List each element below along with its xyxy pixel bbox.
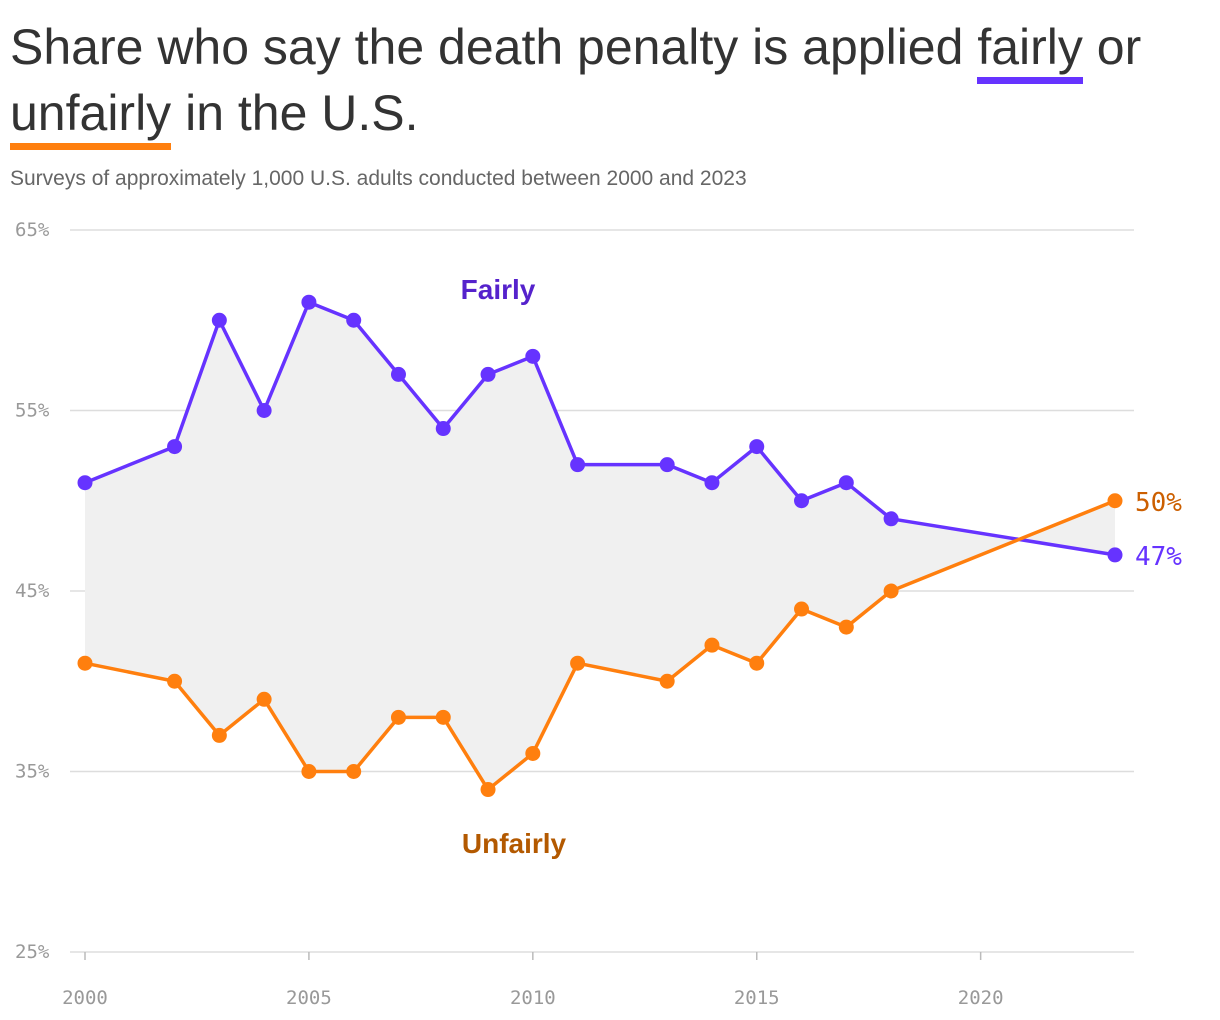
fairly-point-2013 xyxy=(659,457,675,473)
fairly-point-2005 xyxy=(301,294,317,310)
fairly-point-2002 xyxy=(167,439,183,455)
fairly-point-2003 xyxy=(211,312,227,328)
unfairly-point-2014 xyxy=(704,637,720,653)
title-part-after: in the U.S. xyxy=(171,85,419,141)
x-tick-label-2020: 2020 xyxy=(958,987,1004,1009)
unfairly-point-2018 xyxy=(883,583,899,599)
unfairly-series-line xyxy=(84,499,1116,792)
fairly-point-2016 xyxy=(794,493,810,509)
fairly-point-2017 xyxy=(838,475,854,491)
unfairly-point-2007 xyxy=(390,709,406,725)
unfairly-point-2010 xyxy=(525,745,541,761)
unfairly-point-2006 xyxy=(346,764,362,779)
fairly-point-2000 xyxy=(77,475,93,491)
fairly-series-line xyxy=(84,300,1116,557)
title-part-before: Share who say the death penalty is appli… xyxy=(10,19,978,75)
unfairly-point-2002 xyxy=(167,673,183,689)
unfairly-point-2000 xyxy=(77,655,93,671)
unfairly-point-2008 xyxy=(435,709,451,725)
title-highlight-fairly: fairly xyxy=(977,19,1083,84)
fairly-point-2023 xyxy=(1107,547,1123,563)
chart-subtitle: Surveys of approximately 1,000 U.S. adul… xyxy=(10,167,747,190)
fairly-point-2011 xyxy=(570,457,586,473)
unfairly-series-label: Unfairly xyxy=(462,828,567,859)
unfairly-point-2004 xyxy=(256,691,272,707)
gap-area xyxy=(85,302,1115,790)
x-tick-label-2010: 2010 xyxy=(510,987,556,1009)
y-tick-label-45: 45% xyxy=(15,580,50,602)
title-part-middle: or xyxy=(1082,19,1142,75)
unfairly-point-2005 xyxy=(301,764,317,779)
unfairly-point-2013 xyxy=(659,673,675,689)
fairly-point-2015 xyxy=(749,439,765,455)
y-tick-label-25: 25% xyxy=(15,941,50,963)
fairly-series-label: Fairly xyxy=(461,274,536,305)
fairly-point-2006 xyxy=(346,312,362,328)
fairly-point-2009 xyxy=(480,366,496,382)
y-tick-label-65: 65% xyxy=(15,219,50,241)
title-highlight-unfairly: unfairly xyxy=(10,85,172,150)
fairly-point-2010 xyxy=(525,348,541,364)
x-tick-label-2000: 2000 xyxy=(62,987,108,1009)
fairly-point-2014 xyxy=(704,475,720,491)
y-tick-label-55: 55% xyxy=(15,400,50,422)
unfairly-point-2003 xyxy=(211,727,227,743)
unfairly-point-2023 xyxy=(1107,493,1123,509)
fairly-end-label: 47% xyxy=(1135,542,1182,572)
unfairly-point-2017 xyxy=(838,619,854,635)
fairly-point-2007 xyxy=(390,366,406,382)
fairly-point-2004 xyxy=(256,403,272,418)
x-tick-label-2005: 2005 xyxy=(286,987,332,1009)
unfairly-end-label: 50% xyxy=(1135,488,1182,518)
unfairly-point-2015 xyxy=(749,655,765,671)
fairly-point-2008 xyxy=(435,421,451,437)
unfairly-point-2011 xyxy=(570,655,586,671)
unfairly-point-2009 xyxy=(480,782,496,798)
chart-title: Share who say the death penalty is appli… xyxy=(10,14,1210,150)
x-tick-label-2015: 2015 xyxy=(734,987,780,1009)
y-tick-label-35: 35% xyxy=(15,761,50,783)
unfairly-point-2016 xyxy=(794,601,810,617)
fairly-point-2018 xyxy=(883,511,899,527)
